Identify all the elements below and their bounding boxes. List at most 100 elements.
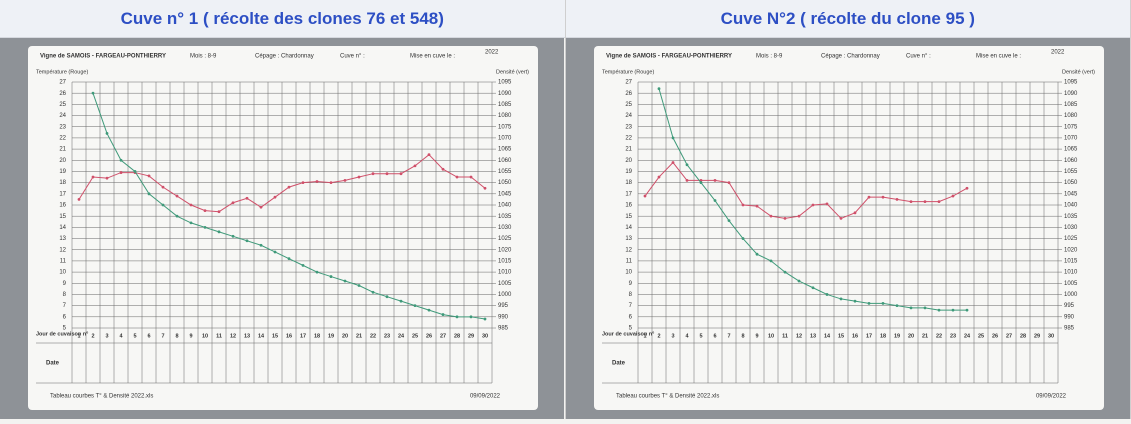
x-tick-label: 20 <box>907 333 913 339</box>
x-tick-label: 8 <box>175 333 178 339</box>
point <box>470 315 473 318</box>
x-tick-label: 11 <box>216 333 222 339</box>
point <box>386 172 389 175</box>
y2-tick-label: 1025 <box>498 236 512 242</box>
point <box>685 163 688 166</box>
y-tick-label: 22 <box>59 135 66 141</box>
point <box>797 280 800 283</box>
y-tick-label: 22 <box>625 135 632 141</box>
point <box>909 200 912 203</box>
y2-tick-label: 1090 <box>1064 91 1078 97</box>
point <box>330 181 333 184</box>
point <box>643 195 646 198</box>
point <box>923 306 926 309</box>
x-tick-label: 27 <box>1005 333 1011 339</box>
x-tick-label: 17 <box>865 333 871 339</box>
point <box>937 309 940 312</box>
x-tick-label: 16 <box>286 333 292 339</box>
point <box>937 200 940 203</box>
y2-tick-label: 1080 <box>498 113 512 119</box>
x-tick-label: 28 <box>1019 333 1025 339</box>
point <box>176 195 179 198</box>
point <box>727 219 730 222</box>
point <box>428 309 431 312</box>
x-tick-label: 11 <box>782 333 788 339</box>
y2-tick-label: 1055 <box>1064 169 1078 175</box>
sheet-year: 2022 <box>485 50 499 56</box>
y-tick-label: 10 <box>625 270 632 276</box>
point <box>344 179 347 182</box>
point <box>218 210 221 213</box>
y-tick-label: 19 <box>59 169 66 175</box>
y2-tick-label: 1070 <box>498 135 512 141</box>
point <box>358 284 361 287</box>
x-tick-label: 10 <box>767 333 773 339</box>
y2-tick-label: 990 <box>1064 314 1075 320</box>
y2-tick-label: 1015 <box>1064 258 1078 264</box>
y2-tick-label: 1065 <box>498 147 512 153</box>
x-tick-label: 9 <box>189 333 192 339</box>
point <box>657 176 660 179</box>
panel: Cuve n° 1 ( récolte des clones 76 et 548… <box>0 0 566 419</box>
y2-tick-label: 1035 <box>498 214 512 220</box>
point <box>190 204 193 207</box>
point <box>442 313 445 316</box>
y-tick-label: 14 <box>59 225 66 231</box>
y2-tick-label: 1040 <box>498 203 512 209</box>
y2-tick-label: 1025 <box>1064 236 1078 242</box>
y2-tick-label: 1090 <box>498 91 512 97</box>
y2-tick-label: 1085 <box>498 102 512 108</box>
point <box>965 309 968 312</box>
y2-tick-label: 1040 <box>1064 203 1078 209</box>
point <box>909 306 912 309</box>
y-tick-label: 21 <box>59 147 66 153</box>
x-tick-label: 21 <box>921 333 927 339</box>
point <box>456 176 459 179</box>
panel-title: Cuve n° 1 ( récolte des clones 76 et 548… <box>0 0 565 38</box>
point <box>839 298 842 301</box>
point <box>797 215 800 218</box>
point <box>162 204 165 207</box>
x-tick-label: 5 <box>133 333 136 339</box>
x-tick-label: 22 <box>935 333 941 339</box>
y-tick-label: 15 <box>59 214 66 220</box>
point <box>246 197 249 200</box>
sheet-month: Mois : 8-9 <box>756 54 783 60</box>
point <box>148 175 151 178</box>
point <box>428 153 431 156</box>
y2-tick-label: 990 <box>498 314 509 320</box>
x-tick-label: 19 <box>893 333 899 339</box>
point <box>713 179 716 182</box>
y2-tick-label: 995 <box>498 303 509 309</box>
y2-tick-label: 1030 <box>1064 225 1078 231</box>
point <box>204 209 207 212</box>
y2-tick-label: 1030 <box>498 225 512 231</box>
y-tick-label: 26 <box>59 91 66 97</box>
point <box>456 315 459 318</box>
x-tick-label: 7 <box>161 333 164 339</box>
panel-title: Cuve N°2 ( récolte du clone 95 ) <box>566 0 1131 38</box>
point <box>853 211 856 214</box>
y2-tick-label: 1095 <box>1064 80 1078 86</box>
x-tick-label: 13 <box>809 333 815 339</box>
point <box>260 244 263 247</box>
point <box>92 176 95 179</box>
point <box>769 260 772 263</box>
y-tick-label: 24 <box>625 113 632 119</box>
x-tick-label: 8 <box>741 333 744 339</box>
sheet-footer: Tableau courbes T° & Densité 2022.xls <box>50 394 153 400</box>
x-tick-label: 29 <box>468 333 474 339</box>
point <box>769 215 772 218</box>
point <box>288 186 291 189</box>
y2-tick-label: 1000 <box>1064 292 1078 298</box>
point <box>78 198 81 201</box>
point <box>302 264 305 267</box>
point <box>895 304 898 307</box>
x-tick-label: 2 <box>657 333 660 339</box>
point <box>246 239 249 242</box>
point <box>755 205 758 208</box>
y2-axis-label: Densité (vert) <box>1062 69 1095 75</box>
x-tick-label: 30 <box>482 333 488 339</box>
paper <box>28 46 538 410</box>
y-tick-label: 12 <box>59 247 66 253</box>
